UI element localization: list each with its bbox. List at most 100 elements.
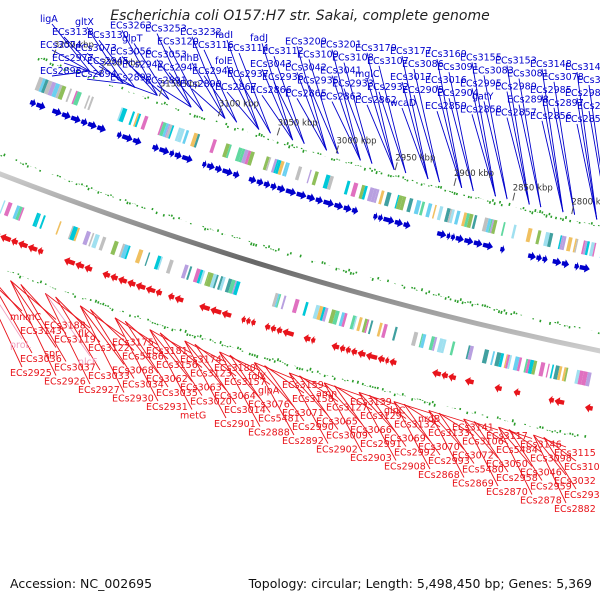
gene-label[interactable]: ECs3064 bbox=[214, 391, 256, 402]
gene-label[interactable]: ECs2940 bbox=[192, 66, 234, 77]
gene-label[interactable]: rihB bbox=[180, 53, 199, 64]
gene-label[interactable]: glpA bbox=[258, 386, 280, 397]
gene-label[interactable]: ECs3065 bbox=[316, 417, 358, 428]
gene-label[interactable]: ECs3174 bbox=[180, 355, 222, 366]
gene-label[interactable]: ECs2893 bbox=[110, 72, 152, 83]
gene-label[interactable]: fadJ bbox=[250, 33, 268, 44]
gene-label[interactable]: ECs2985 bbox=[530, 85, 572, 96]
gene-label[interactable]: ECs3155 bbox=[460, 52, 502, 63]
gene-label[interactable]: ECs3156 bbox=[156, 360, 198, 371]
gene-label[interactable]: ECs3072 bbox=[452, 451, 494, 462]
gene-label[interactable]: ECs3081 bbox=[507, 69, 549, 80]
gene-label[interactable]: ECs3119 bbox=[54, 335, 96, 346]
gene-label[interactable]: ECs3181 bbox=[146, 346, 188, 357]
gene-label[interactable]: ECs2890 bbox=[180, 79, 222, 90]
gene-label[interactable]: ECs2896 bbox=[577, 101, 600, 112]
gene-label[interactable]: ECs3069 bbox=[384, 434, 426, 445]
gene-label[interactable]: ECs3075 bbox=[577, 75, 600, 86]
gene-label[interactable]: ECs2990 bbox=[292, 422, 334, 433]
gene-label[interactable]: ECs3062 bbox=[146, 374, 188, 385]
gene-label[interactable]: ECs2945 bbox=[87, 56, 129, 67]
gene-label[interactable]: ECs3041 bbox=[320, 66, 362, 77]
gene-label[interactable]: ECs2942 bbox=[122, 59, 164, 70]
gene-label[interactable]: gltX bbox=[75, 17, 94, 28]
gene-label[interactable]: ECs3141 bbox=[452, 423, 494, 434]
gene-label[interactable]: ECs2959 bbox=[530, 482, 572, 493]
gene-label[interactable]: ECs3036 bbox=[20, 354, 62, 365]
gene-label[interactable]: ECs2897 bbox=[542, 98, 584, 109]
gene-label[interactable]: ECs3017 bbox=[390, 72, 432, 83]
gene-label[interactable]: ECs3109 bbox=[297, 49, 339, 60]
gene-label[interactable]: ECs2991 bbox=[360, 439, 402, 450]
gene-label[interactable]: ECs3201 bbox=[320, 40, 362, 51]
gene-label[interactable]: ECs3078 bbox=[542, 72, 584, 83]
gene-label[interactable]: ECs2858 bbox=[460, 104, 502, 115]
gene-label[interactable]: ECs3138 bbox=[52, 27, 94, 38]
gene-label[interactable]: ECs3146 bbox=[520, 440, 562, 451]
gene-label[interactable]: ECs2857 bbox=[495, 108, 537, 119]
gene-label[interactable]: ECs3014 bbox=[224, 405, 266, 416]
gene-label[interactable]: ECs3108 bbox=[332, 53, 374, 64]
gene-label[interactable]: ECs3179 bbox=[355, 43, 397, 54]
gene-label[interactable]: ECs3071 bbox=[282, 408, 324, 419]
gene-label[interactable]: ECs3076 bbox=[248, 400, 290, 411]
gene-label[interactable]: ECs5481 bbox=[258, 414, 300, 425]
gene-label[interactable]: ECs5480 bbox=[462, 465, 504, 476]
gene-label[interactable]: flk bbox=[78, 329, 90, 340]
gene-label[interactable]: ECs3066 bbox=[350, 425, 392, 436]
gene-label[interactable]: ECs3083 bbox=[472, 65, 514, 76]
gene-label[interactable]: ECs2870 bbox=[486, 487, 528, 498]
gene-label[interactable]: ECs3153 bbox=[495, 56, 537, 67]
gene-label[interactable]: ECs2935 bbox=[297, 75, 339, 86]
gene-label[interactable]: ECs2855 bbox=[565, 114, 600, 125]
gene-label[interactable]: ECs2931 bbox=[146, 402, 188, 413]
gene-label[interactable]: ECs2995 bbox=[460, 78, 502, 89]
gene-label[interactable]: ECs2866 bbox=[250, 85, 292, 96]
gene-label[interactable]: ECs2977 bbox=[52, 53, 94, 64]
gene-label[interactable]: ECs3127 bbox=[326, 403, 368, 414]
gene-label[interactable]: ECs3046 bbox=[520, 468, 562, 479]
gene-label[interactable]: ECs3105 bbox=[564, 462, 600, 473]
gene-label[interactable]: ECs3129 bbox=[360, 411, 402, 422]
gene-label[interactable]: ECs2895 bbox=[40, 66, 82, 77]
gene-label[interactable]: nlcF bbox=[78, 357, 97, 368]
gene-label[interactable]: ECs3232 bbox=[180, 27, 222, 38]
gene-label[interactable]: ECs2898 bbox=[507, 95, 549, 106]
gene-label[interactable]: ECs3117 bbox=[486, 431, 528, 442]
gene-label[interactable]: mnmC bbox=[10, 312, 42, 323]
gene-label[interactable]: folX bbox=[248, 372, 267, 383]
gene-label[interactable]: ECs2932 bbox=[367, 82, 409, 93]
gene-label[interactable]: ECs3180 bbox=[214, 363, 256, 374]
gene-label[interactable]: ECs2888 bbox=[248, 428, 290, 439]
gene-label[interactable]: ECs3175 bbox=[112, 338, 154, 349]
gene-label[interactable]: ECs2958 bbox=[496, 473, 538, 484]
gene-label[interactable]: ECs3132 bbox=[394, 420, 436, 431]
gene-label[interactable]: ECs3114 bbox=[227, 43, 269, 54]
gene-label[interactable]: ECs3120 bbox=[157, 37, 199, 48]
gene-label[interactable]: ECs2927 bbox=[78, 385, 120, 396]
gene-label[interactable]: ECs2882 bbox=[554, 504, 596, 515]
gene-label[interactable]: gatY bbox=[472, 91, 494, 102]
gene-label[interactable]: ECs3143 bbox=[20, 326, 62, 337]
gene-label[interactable]: ECs3074 bbox=[40, 40, 82, 51]
gene-label[interactable]: ECs2904 bbox=[437, 88, 479, 99]
gene-label[interactable]: ECs2867 bbox=[215, 82, 257, 93]
gene-label[interactable]: amn bbox=[316, 389, 337, 400]
gene-label[interactable]: ECs2859 bbox=[425, 101, 467, 112]
gene-label[interactable]: ECs3123 bbox=[190, 369, 232, 380]
gene-label[interactable]: ECs2993 bbox=[428, 456, 470, 467]
gene-label[interactable]: ECs2937 bbox=[227, 69, 269, 80]
gene-label[interactable]: ECs2992 bbox=[394, 448, 436, 459]
gene-label[interactable]: glpT bbox=[122, 33, 143, 44]
gene-label[interactable]: ECs2878 bbox=[520, 496, 562, 507]
gene-label[interactable]: ECs2862 bbox=[355, 95, 397, 106]
gene-label[interactable]: ECs2856 bbox=[530, 111, 572, 122]
gene-label[interactable]: ECs2926 bbox=[44, 377, 86, 388]
gene-label[interactable]: ECs3157 bbox=[224, 377, 266, 388]
gene-label[interactable]: ECs3112 bbox=[262, 46, 304, 57]
gene-label[interactable]: ECs3115 bbox=[554, 448, 596, 459]
gene-label[interactable]: ECs3098 bbox=[530, 454, 572, 465]
gene-label[interactable]: fadI bbox=[215, 30, 233, 41]
gene-label[interactable]: ECs3133 bbox=[428, 428, 470, 439]
gene-label[interactable]: ECs2908 bbox=[384, 462, 426, 473]
